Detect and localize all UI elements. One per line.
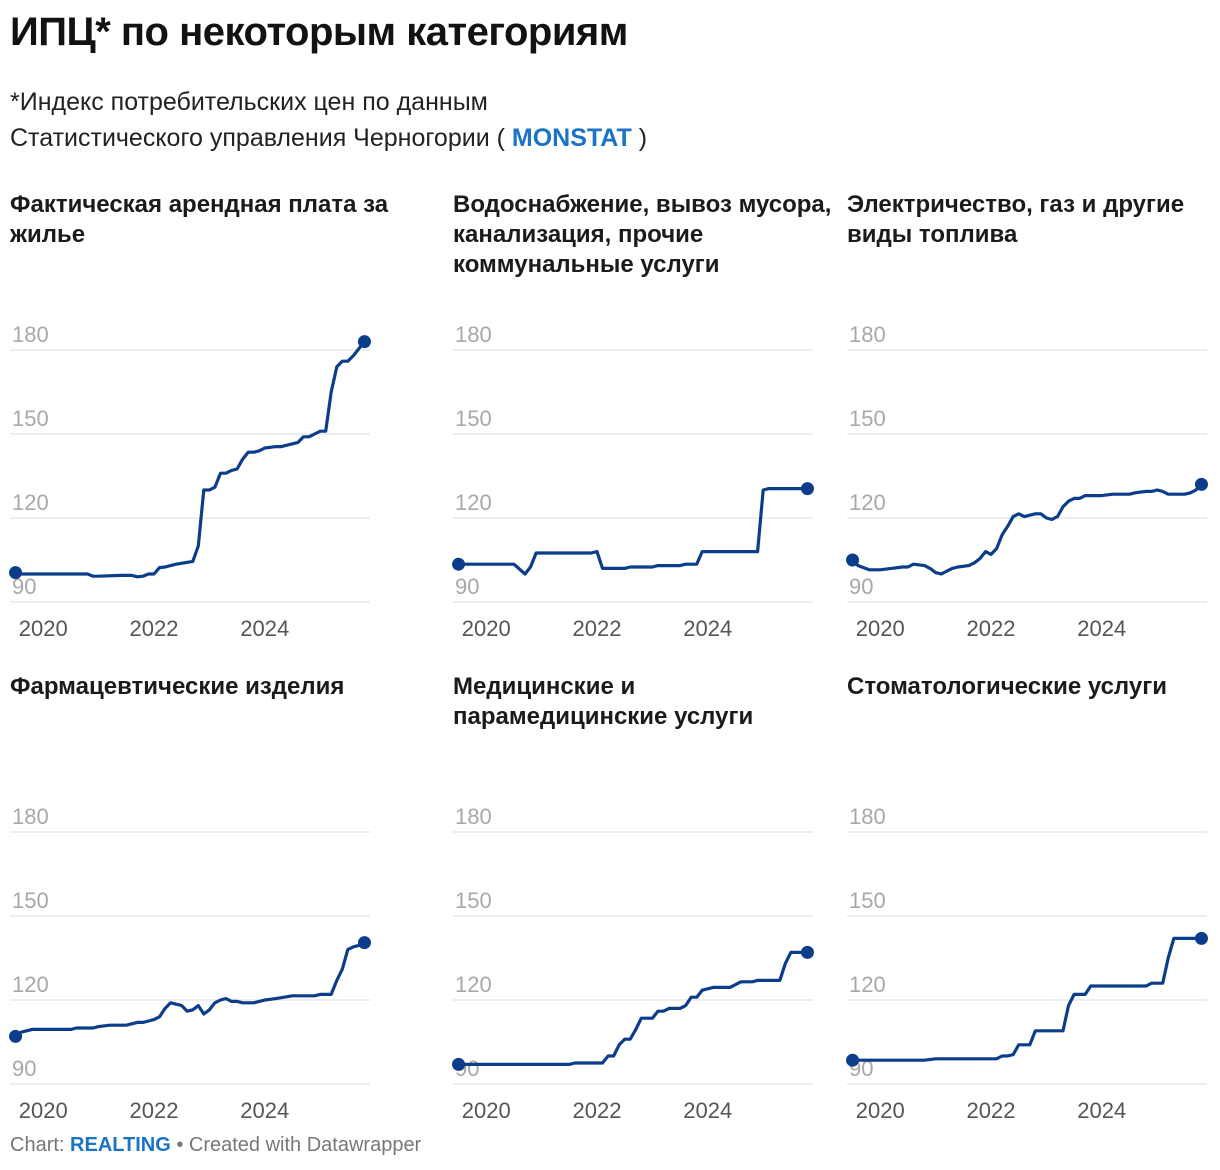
x-tick-label: 2024 <box>240 616 289 641</box>
chart-title: Фактическая арендная плата за жилье <box>10 191 389 248</box>
x-tick-label: 2024 <box>1077 616 1126 641</box>
y-tick-label: 180 <box>849 804 886 829</box>
x-tick-label: 2024 <box>1077 1098 1126 1123</box>
start-point <box>846 1053 860 1067</box>
chart-title: Медицинские и парамедицинские услуги <box>453 673 754 730</box>
x-tick-label: 2024 <box>683 616 732 641</box>
series-line <box>13 340 367 579</box>
footer-prefix: Chart: <box>10 1134 65 1156</box>
y-tick-label: 150 <box>849 406 886 431</box>
x-tick-label: 2020 <box>19 1098 68 1123</box>
line-chart: 90 120 150 180 2020 2022 2024 <box>452 322 814 641</box>
series-line <box>456 950 810 1066</box>
source-link-monstat[interactable]: MONSTAT <box>511 124 632 152</box>
end-point <box>800 945 814 959</box>
x-tick-label: 2020 <box>856 1098 905 1123</box>
x-tick-label: 2024 <box>683 1098 732 1123</box>
page-title: ИПЦ* по некоторым категориям <box>10 10 628 54</box>
subtitle-line-1: *Индекс потребительских цен по данным <box>10 88 488 116</box>
footer-source-link[interactable]: REALTING <box>70 1134 171 1156</box>
subtitle-line-2-suffix: ) <box>638 124 648 152</box>
x-tick-label: 2022 <box>967 616 1016 641</box>
y-tick-label: 90 <box>849 574 873 599</box>
series-line <box>13 941 367 1038</box>
chart-title: Электричество, газ и другие виды топлива <box>847 191 1185 248</box>
end-point <box>357 335 371 349</box>
y-tick-label: 120 <box>849 972 886 997</box>
end-point <box>800 482 814 496</box>
x-tick-label: 2022 <box>967 1098 1016 1123</box>
chart-panel-4: Фармацевтические изделия 90 120 150 180 2020… <box>9 672 410 1123</box>
chart-title: Водоснабжение, вывоз мусора, канализация… <box>453 191 832 278</box>
chart-panel-6: Стоматологические услуги 90 120 150 180 2020… <box>846 672 1220 1123</box>
chart-panel-5: Медицинские и парамедицинские услуги 90 1… <box>452 672 853 1123</box>
chart-panel-2: Водоснабжение, вывоз мусора, канализация… <box>452 190 853 641</box>
y-tick-label: 120 <box>12 490 49 515</box>
y-tick-label: 180 <box>849 322 886 347</box>
start-point <box>9 566 23 580</box>
footer: Chart: REALTING • Created with Datawrapp… <box>10 1134 421 1157</box>
x-tick-label: 2020 <box>856 616 905 641</box>
end-point <box>357 936 371 950</box>
series-line <box>850 936 1204 1062</box>
line-chart: 90 120 150 180 2020 2022 2024 <box>846 322 1208 641</box>
start-point <box>846 553 860 567</box>
y-tick-label: 90 <box>455 574 479 599</box>
x-tick-label: 2020 <box>19 616 68 641</box>
x-tick-label: 2022 <box>130 1098 179 1123</box>
subtitle-line-2-prefix: Статистического управления Черногории ( <box>10 124 505 152</box>
series-line <box>456 487 810 576</box>
end-point <box>1194 477 1208 491</box>
x-tick-label: 2022 <box>130 616 179 641</box>
y-tick-label: 120 <box>455 972 492 997</box>
start-point <box>452 557 466 571</box>
chart-title: Стоматологические услуги <box>847 673 1167 700</box>
start-point <box>9 1029 23 1043</box>
x-tick-label: 2020 <box>462 1098 511 1123</box>
y-tick-label: 150 <box>455 406 492 431</box>
y-tick-label: 150 <box>12 888 49 913</box>
y-tick-label: 120 <box>849 490 886 515</box>
x-tick-label: 2022 <box>573 1098 622 1123</box>
y-tick-label: 180 <box>12 804 49 829</box>
subtitle: *Индекс потребительских цен по данным Ст… <box>10 84 910 156</box>
series-line <box>850 482 1204 576</box>
start-point <box>452 1057 466 1071</box>
x-tick-label: 2024 <box>240 1098 289 1123</box>
line-chart: 90 120 150 180 2020 2022 2024 <box>9 804 371 1123</box>
chart-panel-3: Электричество, газ и другие виды топлива… <box>846 190 1220 641</box>
chart-panel-1: Фактическая арендная плата за жилье 90 12… <box>9 190 410 641</box>
x-tick-label: 2020 <box>462 616 511 641</box>
y-tick-label: 90 <box>12 1056 36 1081</box>
end-point <box>1194 931 1208 945</box>
footer-suffix: • Created with Datawrapper <box>176 1134 422 1156</box>
y-tick-label: 120 <box>12 972 49 997</box>
x-tick-label: 2022 <box>573 616 622 641</box>
chart-title: Фармацевтические изделия <box>10 673 345 700</box>
y-tick-label: 150 <box>849 888 886 913</box>
y-tick-label: 180 <box>12 322 49 347</box>
y-tick-label: 120 <box>455 490 492 515</box>
y-tick-label: 150 <box>455 888 492 913</box>
y-tick-label: 150 <box>12 406 49 431</box>
y-tick-label: 180 <box>455 804 492 829</box>
subtitle-line-2: Статистического управления Черногории ( … <box>10 120 910 156</box>
y-tick-label: 180 <box>455 322 492 347</box>
